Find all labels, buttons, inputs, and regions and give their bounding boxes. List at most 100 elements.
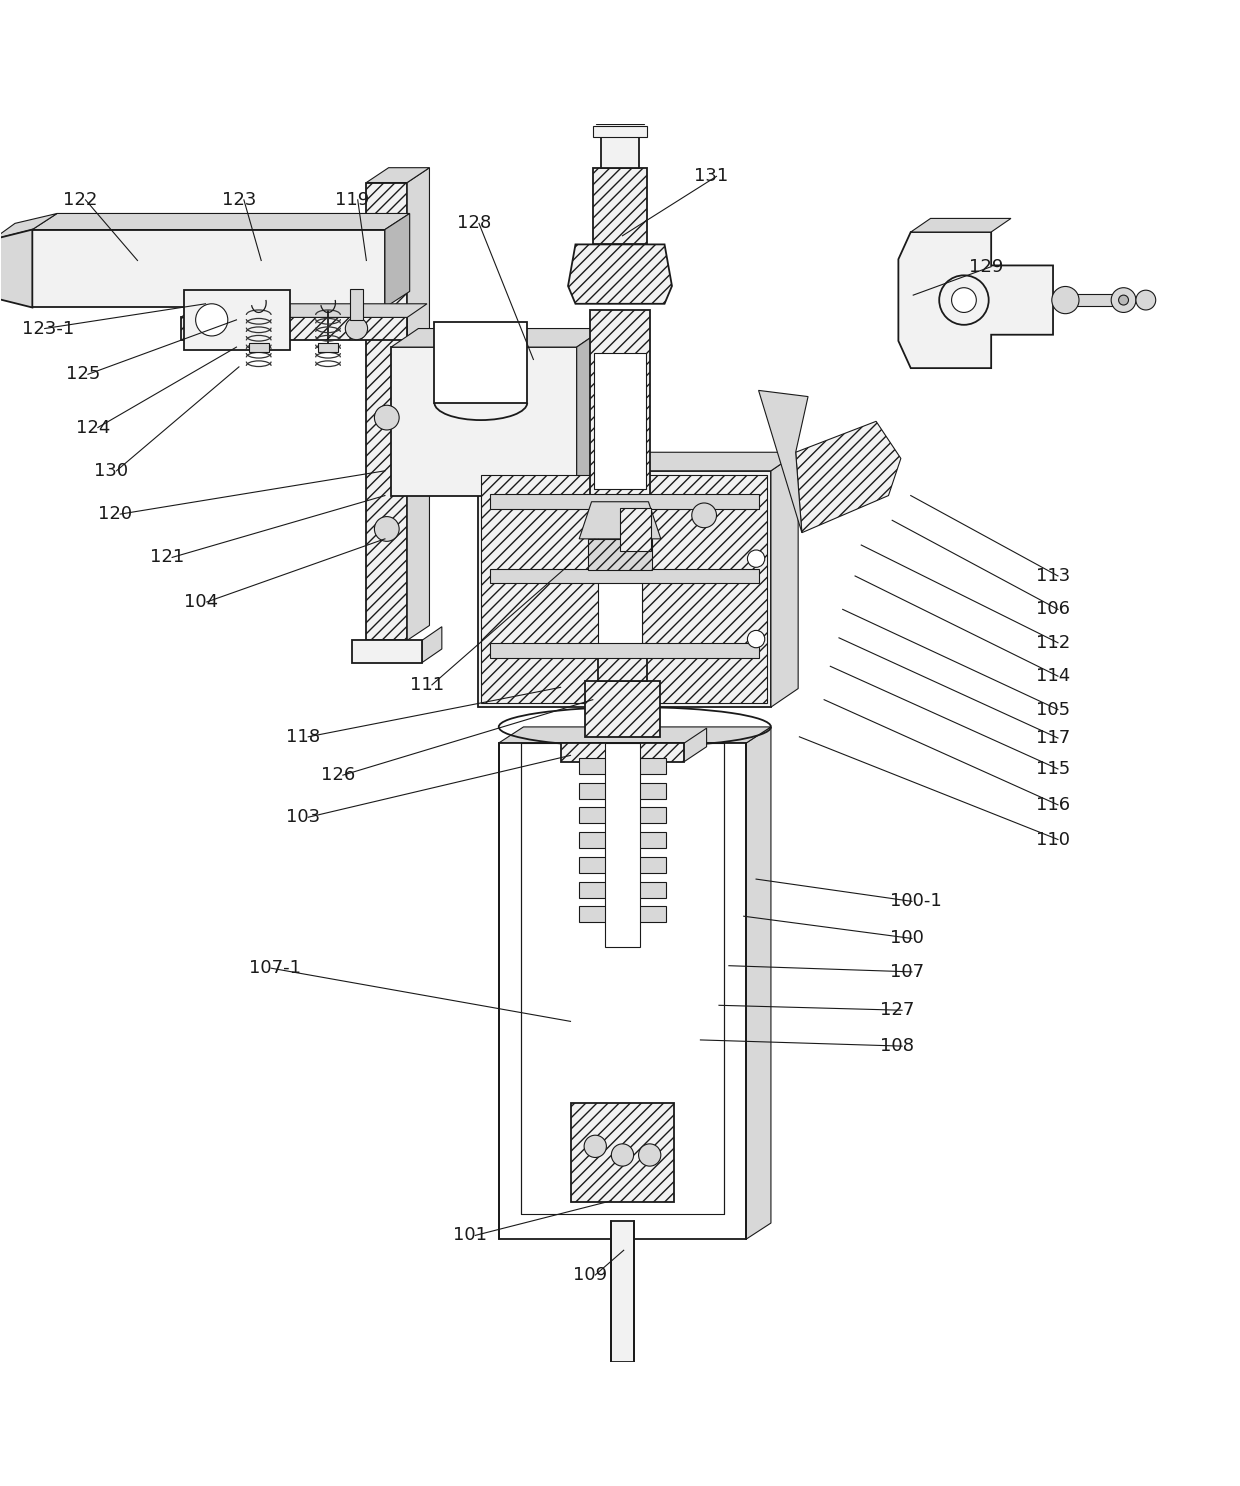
Text: 107: 107 (890, 963, 924, 981)
Bar (600, 101, 640, 111)
Text: 125: 125 (66, 366, 100, 383)
Circle shape (1111, 288, 1136, 312)
Circle shape (196, 303, 228, 336)
Bar (249, 343, 269, 352)
Circle shape (584, 1135, 606, 1158)
Bar (601, 137, 639, 168)
Bar (1071, 294, 1127, 306)
Text: 103: 103 (286, 808, 320, 826)
Polygon shape (746, 727, 771, 1239)
Text: 113: 113 (1035, 568, 1070, 585)
Bar (490, 569, 759, 584)
Text: 112: 112 (1035, 635, 1070, 652)
Text: 107-1: 107-1 (249, 958, 301, 978)
Polygon shape (898, 232, 1053, 369)
Bar (610, 59, 630, 88)
Bar (620, 508, 651, 551)
Bar (579, 758, 666, 774)
Polygon shape (181, 303, 427, 318)
Text: 117: 117 (1035, 730, 1070, 747)
Text: 120: 120 (98, 505, 131, 523)
Bar (351, 640, 422, 663)
Circle shape (939, 275, 988, 325)
Bar (579, 857, 666, 872)
Bar (594, 354, 646, 489)
Bar (596, 113, 644, 125)
Bar (611, 1220, 634, 1361)
Polygon shape (568, 244, 672, 303)
Bar (570, 1103, 675, 1202)
Text: 127: 127 (880, 1002, 914, 1019)
Bar (490, 495, 759, 510)
Text: 111: 111 (409, 676, 444, 694)
Bar (185, 290, 290, 349)
Bar (477, 471, 771, 707)
Polygon shape (32, 214, 409, 229)
Text: 115: 115 (1035, 759, 1070, 779)
Bar (598, 643, 647, 681)
Circle shape (611, 1144, 634, 1167)
Polygon shape (422, 627, 441, 663)
Polygon shape (407, 168, 429, 640)
Text: 126: 126 (321, 767, 355, 785)
Text: 119: 119 (336, 190, 370, 210)
Polygon shape (577, 328, 604, 495)
Circle shape (1136, 290, 1156, 311)
Bar (604, 89, 636, 100)
Polygon shape (391, 328, 604, 348)
Circle shape (374, 517, 399, 541)
Bar (579, 881, 666, 898)
Bar (579, 832, 666, 849)
Circle shape (639, 1144, 661, 1167)
Polygon shape (910, 218, 1011, 232)
Text: 114: 114 (1035, 667, 1070, 685)
Text: 109: 109 (573, 1266, 608, 1284)
Text: 123: 123 (222, 190, 255, 210)
Bar (579, 807, 666, 823)
Bar (585, 681, 660, 737)
Text: 105: 105 (1035, 700, 1070, 719)
Circle shape (345, 318, 367, 340)
Bar (642, 474, 768, 703)
Text: 123-1: 123-1 (22, 319, 74, 337)
Text: 116: 116 (1035, 796, 1070, 814)
Bar (521, 743, 724, 1214)
Text: 124: 124 (76, 419, 110, 437)
Bar (490, 643, 759, 658)
Text: 108: 108 (880, 1037, 914, 1055)
Bar (560, 743, 684, 761)
Text: 104: 104 (185, 593, 218, 611)
Polygon shape (366, 168, 429, 183)
Text: 129: 129 (968, 257, 1003, 276)
Text: 121: 121 (150, 548, 184, 566)
Text: 101: 101 (453, 1226, 487, 1244)
Text: 128: 128 (456, 214, 491, 232)
Circle shape (1118, 296, 1128, 305)
Bar (593, 168, 647, 244)
Circle shape (692, 502, 717, 528)
Polygon shape (0, 229, 32, 308)
Polygon shape (477, 452, 799, 471)
Circle shape (748, 630, 765, 648)
Bar (350, 288, 362, 319)
Polygon shape (684, 728, 707, 761)
Text: 130: 130 (94, 462, 128, 480)
Polygon shape (771, 452, 799, 707)
Text: 106: 106 (1035, 600, 1070, 618)
Bar (481, 474, 616, 703)
Bar (615, 58, 625, 88)
Bar (366, 183, 407, 640)
Bar (588, 539, 652, 569)
Text: 118: 118 (286, 728, 320, 746)
Bar (32, 229, 384, 308)
Text: 100: 100 (890, 929, 924, 948)
Bar (579, 783, 666, 798)
Polygon shape (796, 422, 900, 532)
Bar (605, 743, 640, 947)
Bar (579, 906, 666, 923)
Circle shape (951, 288, 976, 312)
Text: 110: 110 (1035, 831, 1070, 849)
Polygon shape (579, 502, 661, 539)
Circle shape (748, 550, 765, 568)
Text: 122: 122 (63, 190, 98, 210)
